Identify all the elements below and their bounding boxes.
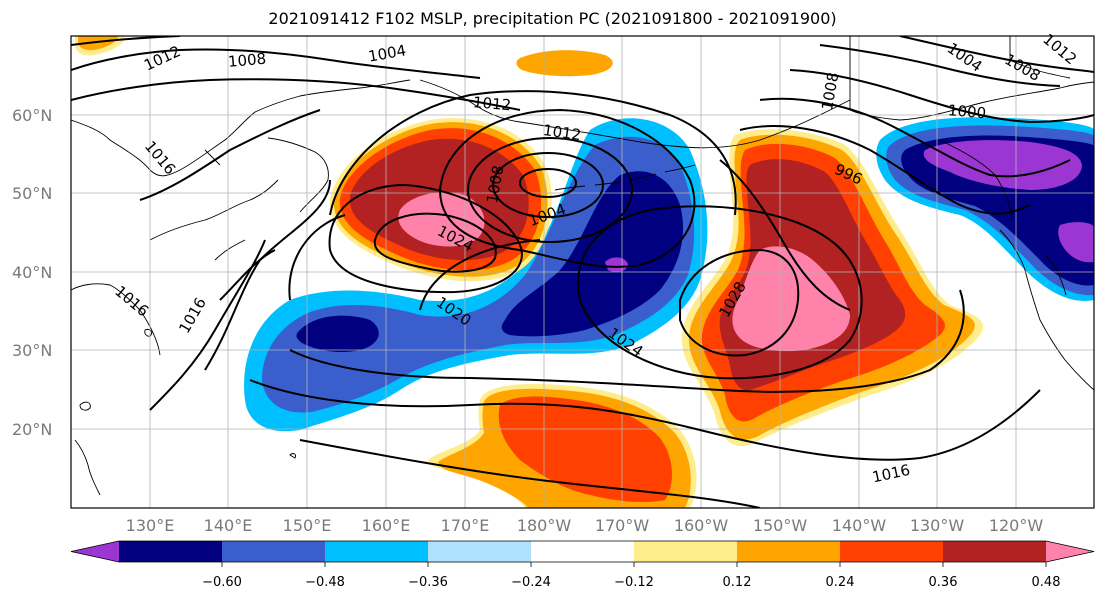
lon-label: 140°W xyxy=(832,516,887,535)
lon-label: 150°E xyxy=(283,516,332,535)
lon-label: 170°W xyxy=(595,516,650,535)
colorbar-segment xyxy=(840,541,944,562)
colorbar-segment xyxy=(119,541,223,562)
colorbar-segment xyxy=(71,541,119,562)
lat-label: 30°N xyxy=(12,341,52,360)
lon-label: 140°E xyxy=(204,516,253,535)
colorbar-segment xyxy=(222,541,326,562)
lon-label: 150°W xyxy=(753,516,808,535)
map-frame xyxy=(70,35,1095,509)
precipitation-shading xyxy=(75,36,1094,508)
pos-sub-red xyxy=(498,396,672,503)
colorbar-outline xyxy=(70,540,1095,563)
pos-east-pink xyxy=(732,246,850,352)
colorbar-tick-label: −0.48 xyxy=(305,575,345,590)
colorbar-segment xyxy=(531,541,635,562)
lon-label: 160°W xyxy=(674,516,729,535)
lat-label: 50°N xyxy=(12,184,52,203)
colorbar-tick-label: 0.12 xyxy=(723,575,752,590)
lon-label: 120°W xyxy=(989,516,1044,535)
colorbar-tick-label: 0.24 xyxy=(826,575,855,590)
colorbar-segment xyxy=(634,541,738,562)
lat-label: 40°N xyxy=(12,263,52,282)
latitude-labels: 60°N 50°N 40°N 30°N 20°N xyxy=(12,106,52,439)
neg-region-dark-2 xyxy=(296,315,379,353)
colorbar-tick-label: 0.48 xyxy=(1032,575,1061,590)
colorbar-segment xyxy=(1046,541,1094,562)
colorbar: −0.60 −0.48 −0.36 −0.24 −0.12 0.12 0.24 0.36 0.4… xyxy=(70,540,1095,590)
colorbar-tick-label: 0.36 xyxy=(929,575,958,590)
pos-top-orange xyxy=(516,50,613,77)
lon-label: 160°E xyxy=(362,516,411,535)
colorbar-tick-label: −0.60 xyxy=(202,575,242,590)
colorbar-tick-label: −0.12 xyxy=(614,575,654,590)
colorbar-tick-label: −0.24 xyxy=(511,575,551,590)
map-gridlines xyxy=(71,36,1094,508)
lon-label: 170°E xyxy=(441,516,490,535)
contour-label: 1008 xyxy=(227,50,267,71)
colorbar-tick-label: −0.36 xyxy=(408,575,448,590)
colorbar-segment xyxy=(943,541,1047,562)
lon-label: 130°W xyxy=(910,516,965,535)
contour-label: 1012 xyxy=(542,121,582,144)
ne-neg-violet-2 xyxy=(1058,222,1094,263)
lat-label: 20°N xyxy=(12,420,52,439)
lon-label: 130°E xyxy=(126,516,175,535)
colorbar-segment xyxy=(325,541,429,562)
contour-label: 1012 xyxy=(472,93,512,114)
colorbar-segment xyxy=(428,541,532,562)
mslp-contours xyxy=(71,36,1094,508)
contour-label: 1000 xyxy=(947,101,987,122)
longitude-labels: 130°E 140°E 150°E 160°E 170°E 180°W 170°… xyxy=(126,516,1044,535)
lat-label: 60°N xyxy=(12,106,52,125)
map-title: 2021091412 F102 MSLP, precipitation PC (… xyxy=(268,9,837,28)
lon-label: 180°W xyxy=(517,516,572,535)
colorbar-segment xyxy=(737,541,841,562)
pos-top-orange-2 xyxy=(78,36,118,51)
